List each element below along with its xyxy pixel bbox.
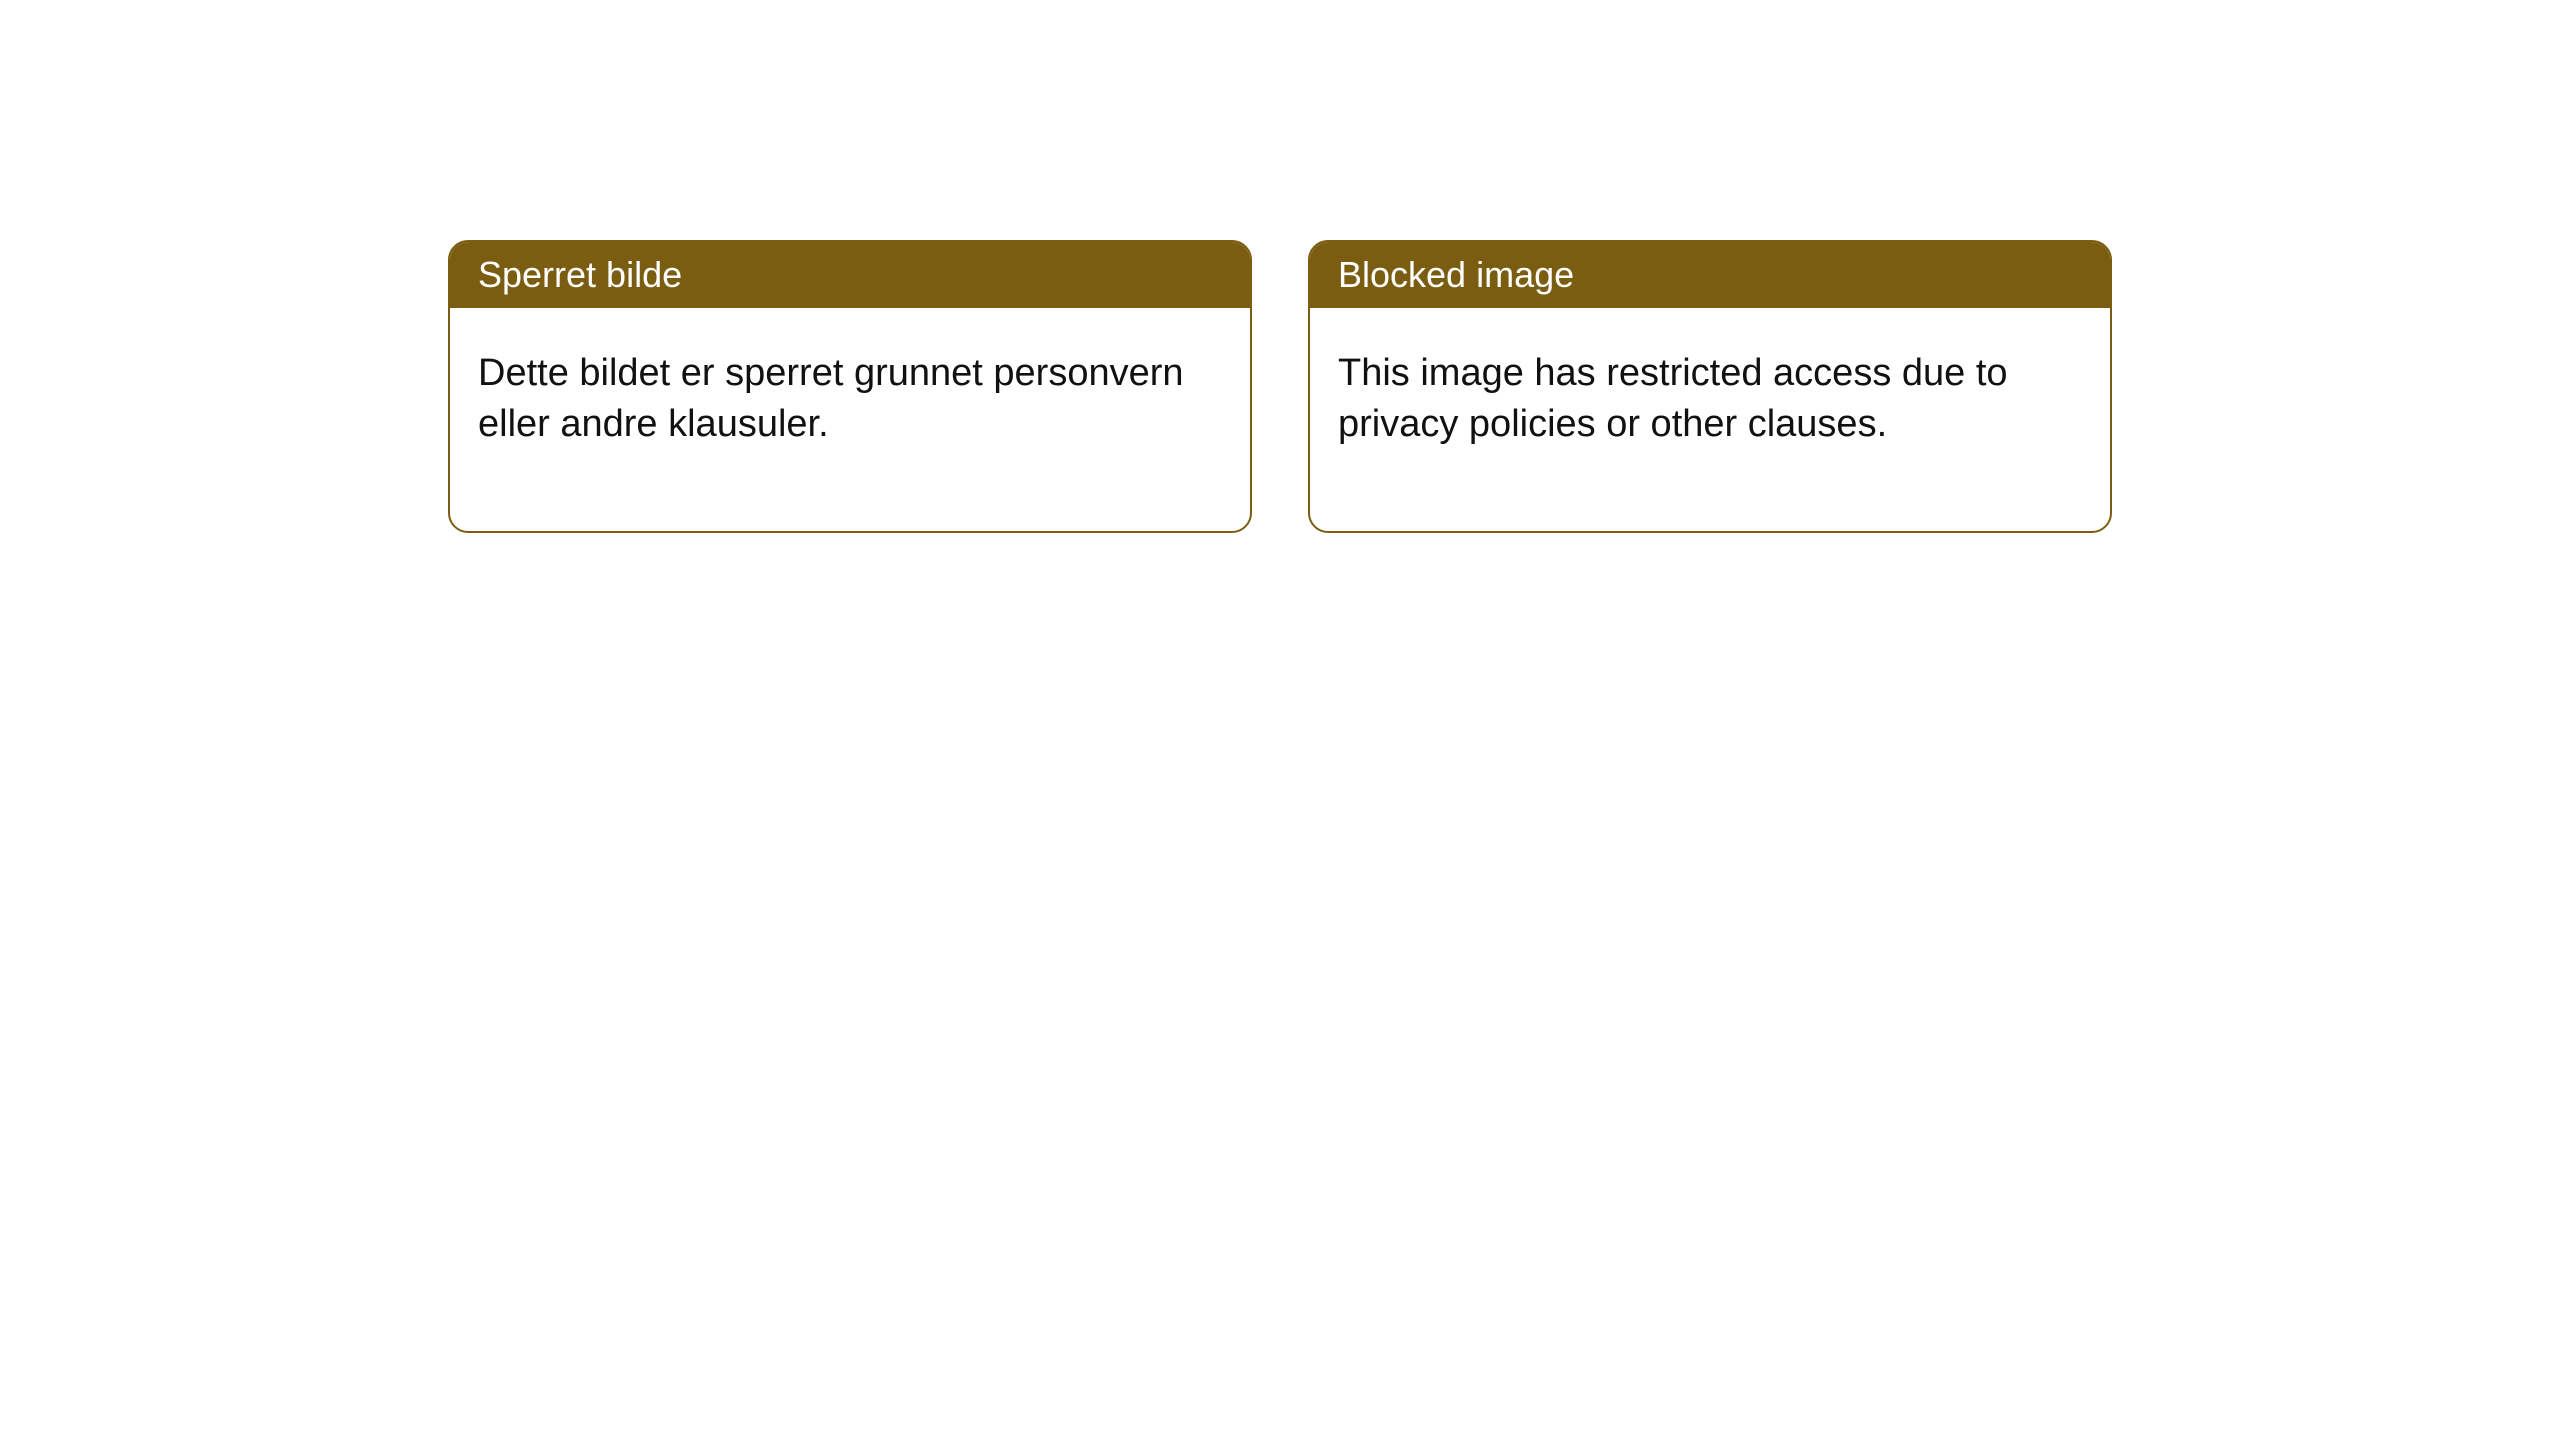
- notice-card-english: Blocked image This image has restricted …: [1308, 240, 2112, 533]
- notice-body: Dette bildet er sperret grunnet personve…: [450, 308, 1250, 531]
- notice-header: Blocked image: [1310, 242, 2110, 308]
- notice-body: This image has restricted access due to …: [1310, 308, 2110, 531]
- notice-container: Sperret bilde Dette bildet er sperret gr…: [448, 240, 2112, 533]
- notice-card-norwegian: Sperret bilde Dette bildet er sperret gr…: [448, 240, 1252, 533]
- notice-header: Sperret bilde: [450, 242, 1250, 308]
